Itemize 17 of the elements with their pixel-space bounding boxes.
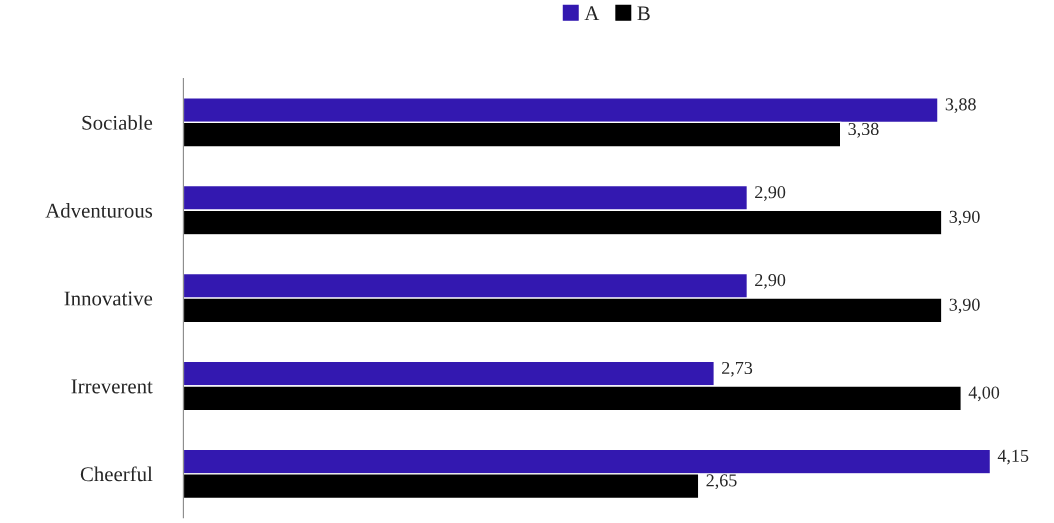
data-label: 2,90 [755, 186, 786, 201]
data-label: 2,65 [706, 474, 737, 490]
y-tick-label: Innovative [64, 291, 153, 306]
data-label: 3,90 [949, 210, 980, 226]
data-label: 4,15 [997, 449, 1029, 465]
y-tick-label: Irreverent [71, 379, 153, 394]
y-tick-label: Sociable [82, 115, 153, 130]
y-tick-label: Cheerful [80, 466, 153, 482]
data-label: 2,90 [755, 273, 786, 289]
data-label: 2,73 [722, 361, 753, 377]
data-label: 3,38 [848, 122, 879, 138]
data-label: 4,00 [968, 386, 1000, 402]
data-label: 3,88 [945, 98, 976, 114]
legend-label: B [637, 6, 650, 21]
y-tick-label: Adventurous [45, 203, 153, 218]
data-label: 3,90 [949, 298, 980, 314]
legend-label: A [584, 6, 600, 21]
